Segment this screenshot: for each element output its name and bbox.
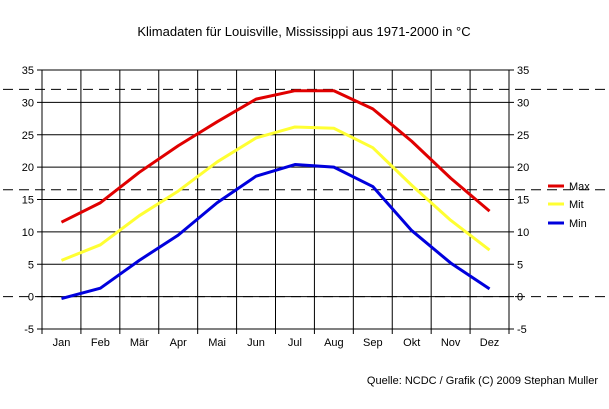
x-tick-label: Jun [247, 337, 265, 349]
x-tick-label: Mär [130, 337, 149, 349]
legend-label-max: Max [569, 181, 590, 193]
y-tick-label: -5 [24, 324, 34, 336]
legend-label-min: Min [569, 218, 587, 230]
x-tick-label: Mai [208, 337, 226, 349]
series-line-min [61, 163, 491, 301]
y-tick-label: 15 [22, 195, 34, 207]
y-tick-label: 0 [28, 292, 34, 304]
x-tick-label: Dez [480, 337, 500, 349]
x-tick-label: Apr [170, 337, 187, 349]
x-tick-label: Okt [403, 337, 420, 349]
y-tick-label: 25 [22, 130, 34, 142]
y-tick-label-right: 0 [517, 292, 523, 304]
y-tick-label: 20 [22, 162, 34, 174]
reference-lines [3, 88, 606, 298]
y-tick-label: 30 [22, 97, 34, 109]
x-tick-label: Aug [324, 337, 344, 349]
y-tick-label-right: 35 [517, 65, 529, 77]
y-tick-label: 10 [22, 227, 34, 239]
x-tick-label: Jan [53, 337, 71, 349]
x-tick-label: Nov [441, 337, 461, 349]
y-tick-label: 35 [22, 65, 34, 77]
y-tick-label-right: 10 [517, 227, 529, 239]
series-lines [60, 89, 491, 301]
y-axis-right: -5 0 5 10 15 20 25 30 35 [509, 65, 529, 336]
legend-label-mit: Mit [569, 199, 584, 211]
chart-title: Klimadaten für Louisville, Mississippi a… [137, 24, 470, 39]
y-tick-label-right: 15 [517, 195, 529, 207]
x-axis: Jan Feb Mär Apr Mai Jun Jul Aug Sep Okt Nov Dez [41, 329, 510, 349]
y-tick-label: 5 [28, 259, 34, 271]
y-tick-label-right: 20 [517, 162, 529, 174]
x-tick-label: Feb [91, 337, 110, 349]
y-tick-label-right: 30 [517, 97, 529, 109]
series-line-mit [60, 125, 491, 262]
series-line-max [60, 89, 491, 224]
y-tick-label-right: 25 [517, 130, 529, 142]
y-axis-left: -5 0 5 10 15 20 25 30 35 [22, 65, 42, 336]
source-note: Quelle: NCDC / Grafik (C) 2009 Stephan M… [367, 375, 598, 387]
legend: Max Mit Min [548, 181, 590, 230]
y-tick-label-right: -5 [517, 324, 527, 336]
x-tick-label: Jul [288, 337, 302, 349]
x-tick-label: Sep [363, 337, 383, 349]
y-tick-label-right: 5 [517, 259, 523, 271]
